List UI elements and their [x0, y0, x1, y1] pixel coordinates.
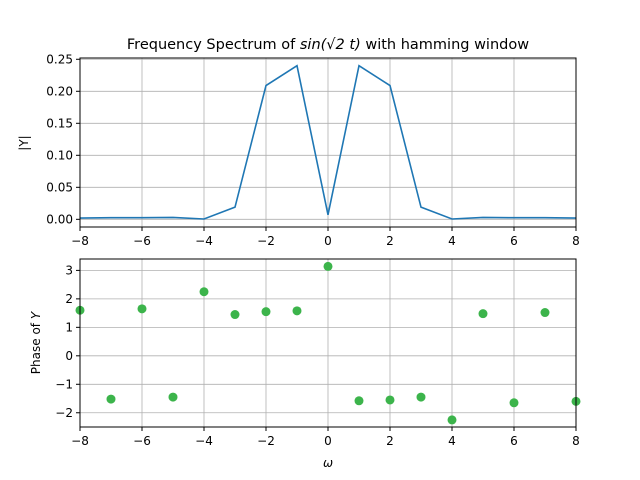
magnitude-x-tick-label: 0: [324, 234, 332, 248]
phase-y-tick-label: 0: [65, 349, 73, 363]
magnitude-y-tick-label: 0.10: [46, 148, 73, 162]
phase-y-tick-label: 1: [65, 320, 73, 334]
phase-point: [323, 261, 333, 271]
phase-point: [261, 307, 271, 317]
title-math: sin(√2 t): [300, 37, 361, 53]
phase-x-tick-label: −2: [257, 434, 275, 448]
phase-y-label-prefix: Phase of: [29, 319, 43, 374]
magnitude-x-tick-label: −8: [71, 234, 89, 248]
phase-x-label: ω: [323, 456, 333, 470]
phase-x-tick-label: 8: [572, 434, 580, 448]
phase-point: [106, 394, 116, 404]
magnitude-x-tick-label: 6: [510, 234, 518, 248]
phase-x-tick-label: −8: [71, 434, 89, 448]
phase-point: [540, 308, 550, 318]
magnitude-x-tick-label: 8: [572, 234, 580, 248]
phase-x-tick-label: 6: [510, 434, 518, 448]
phase-point: [292, 306, 302, 316]
magnitude-y-tick-label: 0.15: [46, 116, 73, 130]
phase-point: [447, 415, 457, 425]
phase-points: [75, 261, 581, 425]
magnitude-plot: −8 −6 −4 −2 0 2 4 6 8 0.00 0.05 0.10 0.15 0.20 0.25 |Y…: [17, 52, 580, 248]
phase-point: [509, 398, 519, 408]
magnitude-x-tick-label: 4: [448, 234, 456, 248]
phase-point: [230, 310, 240, 320]
phase-point: [416, 392, 426, 402]
phase-point: [354, 396, 364, 406]
phase-y-tick-label: 2: [65, 292, 73, 306]
title-prefix: Frequency Spectrum of: [127, 37, 300, 53]
magnitude-ticks: −8 −6 −4 −2 0 2 4 6 8 0.00 0.05 0.10 0.15 0.20 0.25: [46, 52, 580, 248]
phase-point: [385, 395, 395, 405]
phase-point: [199, 287, 209, 297]
phase-x-tick-label: 4: [448, 434, 456, 448]
phase-y-label-math: Y: [29, 310, 43, 319]
phase-y-tick-label: 3: [65, 263, 73, 277]
phase-plot: −8 −6 −4 −2 0 2 4 6 8 −2 −1 0 1 2 3 Phase of Y ω: [29, 258, 581, 470]
phase-x-tick-label: −4: [195, 434, 213, 448]
phase-x-tick-label: 0: [324, 434, 332, 448]
magnitude-grid: [79, 58, 577, 227]
magnitude-y-tick-label: 0.20: [46, 84, 73, 98]
chart-title: Frequency Spectrum of sin(√2 t) with ham…: [127, 37, 529, 53]
phase-y-tick-label: −1: [55, 377, 73, 391]
phase-point: [478, 309, 488, 319]
phase-y-label: Phase of Y: [29, 310, 43, 374]
phase-ticks: −8 −6 −4 −2 0 2 4 6 8 −2 −1 0 1 2 3: [55, 263, 580, 448]
phase-y-tick-label: −2: [55, 406, 73, 420]
magnitude-x-tick-label: −2: [257, 234, 275, 248]
magnitude-y-tick-label: 0.25: [46, 52, 73, 66]
phase-x-tick-label: 2: [386, 434, 394, 448]
magnitude-line: [79, 64, 577, 220]
magnitude-x-tick-label: 2: [386, 234, 394, 248]
magnitude-x-tick-label: −4: [195, 234, 213, 248]
title-suffix: with hamming window: [361, 37, 529, 53]
magnitude-x-tick-label: −6: [133, 234, 151, 248]
phase-x-tick-label: −6: [133, 434, 151, 448]
phase-grid: [79, 259, 577, 427]
magnitude-y-label: |Y|: [17, 135, 31, 150]
magnitude-y-tick-label: 0.05: [46, 180, 73, 194]
phase-point: [168, 392, 178, 402]
phase-point: [137, 304, 147, 314]
magnitude-y-tick-label: 0.00: [46, 212, 73, 226]
